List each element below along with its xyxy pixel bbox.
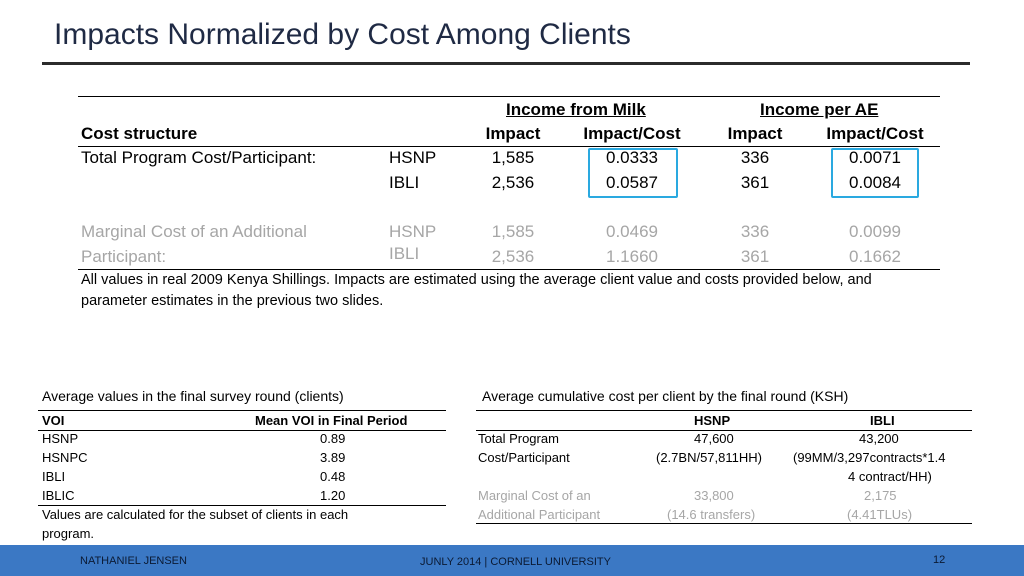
voi-name: HSNP — [42, 431, 79, 446]
col-header-impact-milk: Impact — [485, 124, 541, 143]
ratio-milk: 1.1660 — [606, 247, 658, 266]
highlight-box-ae — [831, 148, 919, 198]
program-name: IBLI — [389, 173, 420, 192]
group-header-row: Income from Milk Income per AE — [78, 100, 940, 124]
cost-caption: Average cumulative cost per client by th… — [482, 388, 849, 404]
voi-value: 0.89 — [320, 431, 346, 446]
impact-ae: 336 — [740, 222, 770, 241]
voi-mean-header: Mean VOI in Final Period — [255, 413, 408, 428]
header-rule — [78, 146, 940, 147]
voi-col-header: VOI — [42, 413, 65, 428]
voi-table: VOI Mean VOI in Final Period HSNP 0.89 H… — [38, 410, 446, 545]
table-note-line1: All values in real 2009 Kenya Shillings.… — [81, 272, 872, 288]
cost-header-hsnp: HSNP — [694, 413, 731, 428]
total-cost-label: Total Program — [478, 431, 559, 446]
ratio-ae: 0.0084 — [849, 173, 901, 192]
marginal-hsnp-value: 33,800 — [694, 488, 734, 503]
total-cost-label-cont: Cost/Participant — [478, 450, 570, 465]
col-header-ratio-milk: Impact/Cost — [583, 124, 681, 143]
group-header-milk: Income from Milk — [506, 100, 646, 119]
ratio-ae: 0.0099 — [849, 222, 901, 241]
voi-caption: Average values in the final survey round… — [42, 388, 344, 404]
voi-top-rule — [38, 410, 446, 411]
table-top-rule — [78, 96, 940, 97]
marginal-ibli-value: 2,175 — [864, 488, 897, 503]
voi-note-line1: Values are calculated for the subset of … — [42, 507, 349, 522]
highlight-box-milk — [588, 148, 678, 198]
impact-milk: 2,536 — [491, 173, 535, 192]
voi-name: IBLIC — [42, 488, 75, 503]
ratio-ae: 0.0071 — [849, 148, 901, 167]
cost-header-rule — [476, 430, 972, 431]
total-hsnp-detail: (2.7BN/57,811HH) — [656, 450, 762, 465]
impact-ae: 336 — [740, 148, 770, 167]
table-row: Total Program Cost/Participant: HSNP 1,5… — [78, 148, 940, 172]
footer-center: JUNLY 2014 | CORNELL UNIVERSITY — [420, 556, 611, 568]
impact-ae: 361 — [740, 173, 770, 192]
total-ibli-value: 43,200 — [859, 431, 899, 446]
total-ibli-detail-cont: 4 contract/HH) — [848, 469, 932, 484]
table-note: All values in real 2009 Kenya Shillings.… — [81, 270, 941, 312]
marginal-cost-label-cont: Additional Participant — [478, 507, 601, 522]
page-number: 12 — [933, 554, 946, 566]
marginal-cost-label: Marginal Cost of an Additional — [81, 222, 307, 241]
impact-ae: 361 — [740, 247, 770, 266]
voi-value: 0.48 — [320, 469, 346, 484]
impact-milk: 1,585 — [491, 222, 535, 241]
table-row: Participant: IBLI 2,536 1.1660 361 0.166… — [78, 244, 940, 271]
ratio-milk: 0.0469 — [606, 222, 658, 241]
total-ibli-detail: (99MM/3,297contracts*1.4 — [793, 450, 946, 465]
impact-milk: 2,536 — [491, 247, 535, 266]
footer-author: NATHANIEL JENSEN — [80, 555, 187, 567]
voi-note-line2: program. — [42, 526, 95, 541]
cost-table: HSNP IBLI Total Program 47,600 43,200 Co… — [476, 410, 972, 525]
column-header-row: Cost structure Impact Impact/Cost Impact… — [78, 124, 940, 148]
total-cost-label: Total Program Cost/Participant: — [81, 148, 317, 167]
voi-name: HSNPC — [42, 450, 88, 465]
table-note-line2: parameter estimates in the previous two … — [81, 293, 384, 309]
marginal-hsnp-detail: (14.6 transfers) — [667, 507, 756, 522]
cost-bottom-rule — [476, 523, 972, 524]
ratio-milk: 0.0587 — [606, 173, 658, 192]
slide-title: Impacts Normalized by Cost Among Clients — [54, 18, 631, 51]
row-header: Cost structure — [81, 124, 198, 143]
voi-name: IBLI — [42, 469, 66, 484]
total-hsnp-value: 47,600 — [694, 431, 734, 446]
title-divider — [42, 62, 970, 65]
voi-value: 3.89 — [320, 450, 346, 465]
program-name: HSNP — [389, 222, 437, 241]
marginal-cost-label-cont: Participant: — [81, 247, 167, 266]
voi-header-rule — [38, 430, 446, 431]
ratio-ae: 0.1662 — [849, 247, 901, 266]
table-bottom-rule — [78, 269, 940, 270]
group-header-ae: Income per AE — [760, 100, 879, 119]
impact-milk: 1,585 — [491, 148, 535, 167]
program-name: IBLI — [389, 244, 420, 263]
voi-bottom-rule — [38, 505, 446, 506]
ratio-milk: 0.0333 — [606, 148, 658, 167]
table-row: Marginal Cost of an Additional HSNP 1,58… — [78, 222, 940, 246]
col-header-impact-ae: Impact — [727, 124, 783, 143]
col-header-ratio-ae: Impact/Cost — [826, 124, 924, 143]
table-row: IBLI 2,536 0.0587 361 0.0084 — [78, 173, 940, 197]
slide-footer: NATHANIEL JENSEN JUNLY 2014 | CORNELL UN… — [0, 545, 1024, 576]
program-name: HSNP — [389, 148, 437, 167]
cost-top-rule — [476, 410, 972, 411]
marginal-cost-label: Marginal Cost of an — [478, 488, 591, 503]
marginal-ibli-detail: (4.41TLUs) — [847, 507, 913, 522]
cost-header-ibli: IBLI — [870, 413, 895, 428]
voi-value: 1.20 — [320, 488, 346, 503]
